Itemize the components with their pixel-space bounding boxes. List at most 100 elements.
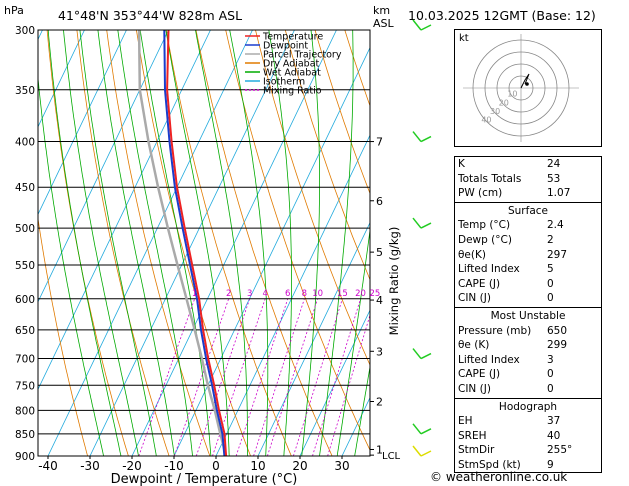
isotherm-line [38,30,127,216]
surface-label: Lifted Index [458,263,520,276]
legend-label: Isotherm [263,77,305,88]
dry-adiabat-line [76,30,170,456]
dewpoint-profile-line [163,30,226,456]
mixing-ratio-label: 15 [337,289,348,299]
most-unstable-row: θe (K) 299 [455,338,601,353]
hodograph-param-value: 37 [547,415,561,428]
most-unstable-row: CIN (J) 0 [455,382,601,397]
mixing-ratio-line [312,298,361,456]
hodograph-box: kt 10 20 30 40 [454,29,602,147]
index-row: K 24 [455,157,601,172]
wind-barb [420,450,432,457]
most-unstable-label: Lifted Index [458,353,520,366]
legend-label: Mixing Ratio [263,86,322,97]
most-unstable-label: θe (K) [458,339,490,352]
index-label: PW (cm) [458,187,503,200]
most-unstable-value: 650 [547,324,568,337]
x-tick-label: -10 [164,459,184,473]
hodograph-unit-label: kt [459,33,469,44]
height-unit-km: km [373,4,390,17]
pressure-tick-label: 750 [15,380,35,392]
hodograph-table-title: Hodograph [498,400,558,413]
hodograph-trace [520,73,530,89]
most-unstable-row: CAPE (J) 0 [455,367,601,382]
mixing-ratio-label: 4 [262,289,267,299]
index-label: Totals Totals [458,172,522,185]
most-unstable-row: Pressure (mb) 650 [455,324,601,339]
pressure-tick-label: 850 [15,429,35,441]
wind-barb [412,348,422,360]
mixing-ratio-line [293,298,343,456]
hodograph-param-value: 40 [547,429,561,442]
pressure-tick-label: 450 [15,182,35,194]
mixing-ratio-line [253,298,305,456]
x-tick-label: -30 [80,459,100,473]
km-tick-label: 1 [376,443,383,456]
surface-title: Surface [507,204,548,217]
pressure-tick-label: 650 [15,325,35,337]
hodograph-param-label: StmDir [458,444,495,457]
most-unstable-label: Pressure (mb) [458,324,532,337]
mixing-ratio-label: 8 [302,289,307,299]
mixing-ratio-line [235,298,289,456]
pressure-unit-label: hPa [4,4,24,17]
index-label: K [458,158,465,170]
x-tick-label: 20 [292,459,307,473]
mixing-ratio-label: 2 [226,289,231,299]
hodograph-ring-label: 40 [481,116,491,125]
hodograph-param-row: EH 37 [455,414,601,429]
km-tick-label: 4 [376,294,383,307]
mixing-ratio-line [267,298,318,456]
wind-barb [412,131,422,143]
isotherm-line [38,30,169,303]
surface-row: Dewp (°C) 2 [455,233,601,248]
parcel-trajectory-profile-line [137,30,228,456]
wet-adiabat-line [336,227,370,456]
wind-barb [420,135,432,143]
surface-row: Lifted Index 5 [455,262,601,277]
pressure-tick-label: 800 [15,405,35,417]
wind-barb [412,217,422,229]
isotherm-line [38,30,85,128]
km-tick-label: 7 [376,136,383,149]
hodograph-ring-label: 10 [507,90,517,99]
pressure-tick-label: 550 [15,260,35,272]
hodograph-param-value: 255° [547,444,573,457]
pressure-tick-label: 300 [15,25,35,37]
height-unit-asl: ASL [373,17,395,30]
legend-label: Temperature [262,32,323,43]
dry-adiabat-line [613,30,629,456]
most-unstable-value: 3 [547,353,554,366]
most-unstable-label: CIN (J) [458,382,491,395]
surface-label: CIN (J) [458,292,491,305]
mixing-ratio-label: 3 [247,289,252,299]
dry-adiabat-line [106,30,211,456]
surface-value: 2.4 [547,219,564,232]
surface-row: CAPE (J) 0 [455,277,601,292]
legend-label: Wet Adiabat [263,68,321,79]
surface-row: CIN (J) 0 [455,291,601,306]
surface-label: Temp (°C) [458,219,511,232]
index-value: 1.07 [547,187,571,200]
x-tick-label: -20 [122,459,142,473]
x-tick-label: 10 [250,459,265,473]
hodograph-param-row: StmDir 255° [455,443,601,458]
surface-row: Temp (°C) 2.4 [455,218,601,233]
wet-adiabat-line [139,30,212,456]
hodograph-ring-label: 30 [490,107,500,116]
wet-adiabat-line [79,30,157,456]
mixing-ratio-label: 10 [312,289,323,299]
x-tick-label: -40 [38,459,58,473]
surface-label: CAPE (J) [458,277,501,290]
mixing-ratio-label: 1 [192,289,197,299]
pressure-tick-label: 400 [15,137,35,149]
location-label: 41°48'N 353°44'W 828m ASL [58,8,242,23]
surface-row: θe(K) 297 [455,248,601,263]
pressure-tick-label: 700 [15,354,35,366]
pressure-tick-label: 500 [15,223,35,235]
wind-barb [420,24,432,31]
hodograph-param-row: StmSpd (kt) 9 [455,458,601,473]
surface-label: θe(K) [458,248,486,261]
plot-frame [37,29,371,457]
hodograph-param-value: 9 [547,458,554,471]
